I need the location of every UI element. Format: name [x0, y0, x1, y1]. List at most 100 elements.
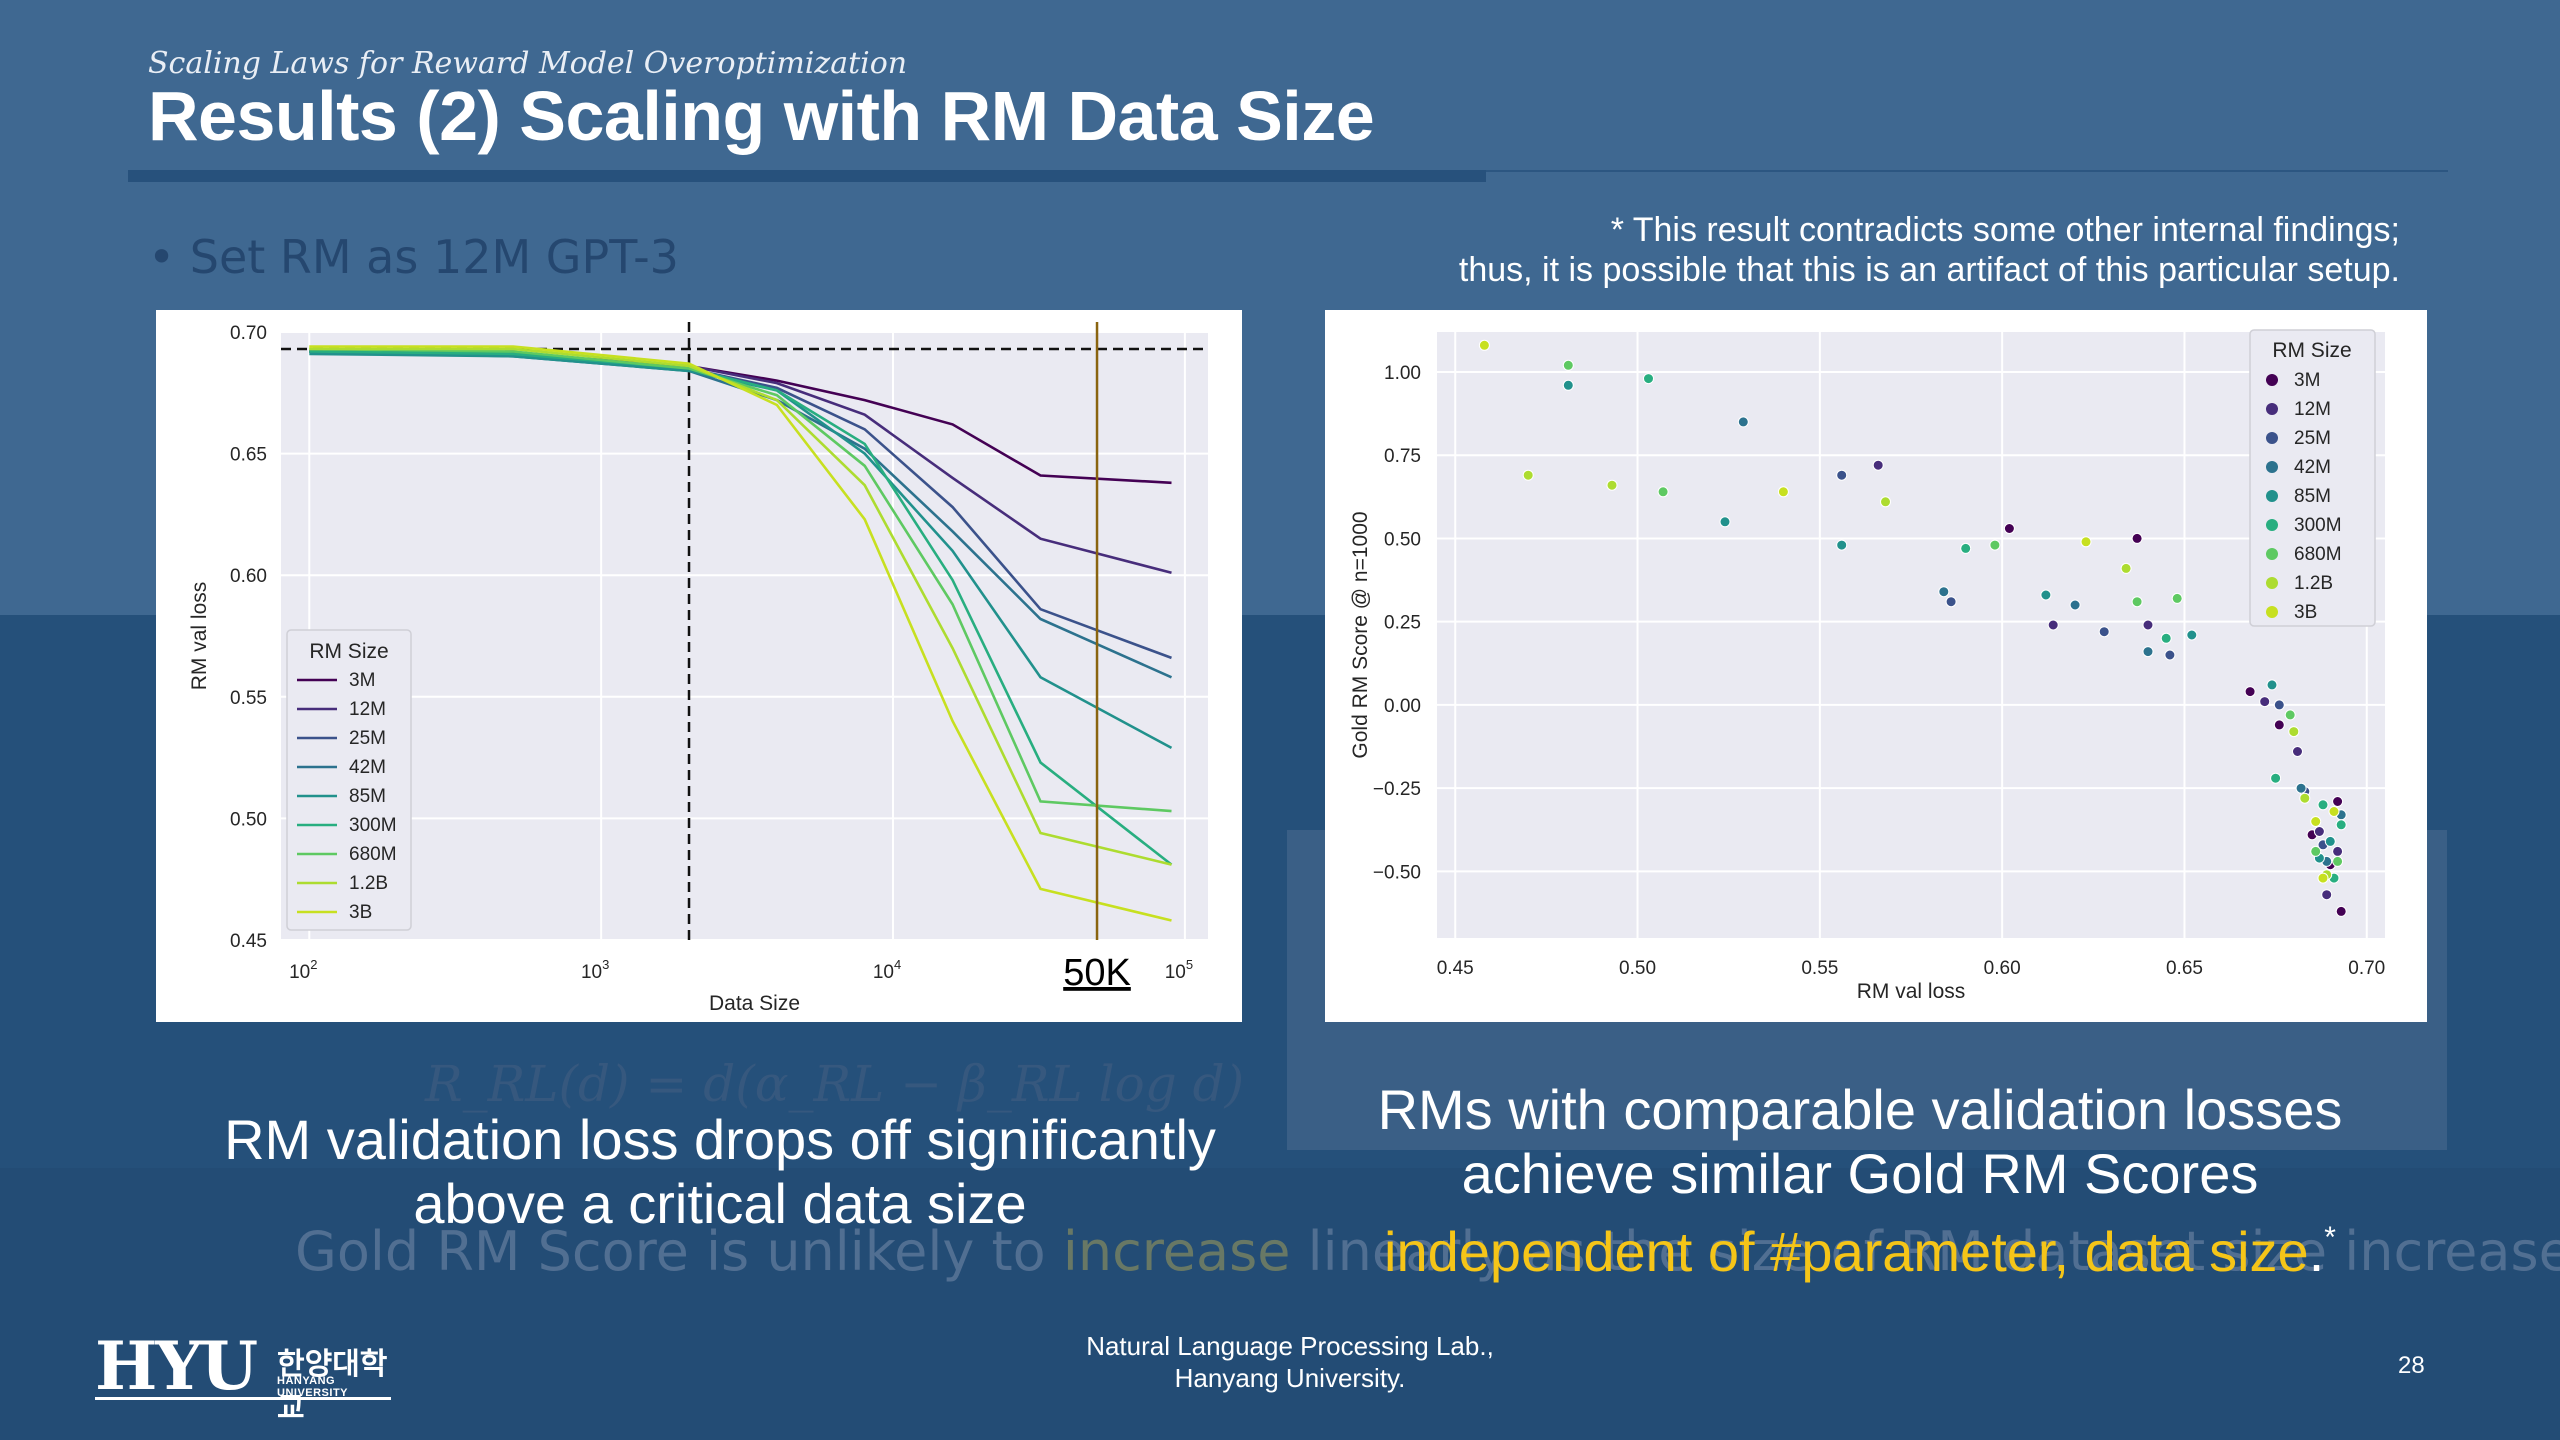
scatter-chart: −0.50 −0.25 0.00 0.25 0.50 0.75 1.00 0.45 0.50 0.… — [1349, 329, 2385, 1003]
caption-left-line-2: above a critical data size — [413, 1172, 1027, 1235]
scatter-point-85m — [2186, 629, 2198, 641]
y-tick-label: 1.00 — [1384, 363, 1421, 384]
title-rule-accent — [128, 170, 1486, 182]
y-tick-label: 0.25 — [1384, 613, 1421, 634]
x-tick-label: 0.65 — [2166, 958, 2203, 979]
scatter-point-3m — [2244, 686, 2256, 698]
scatter-point-300m — [2317, 799, 2329, 811]
line-chart-panel: 0.45 0.50 0.55 0.60 0.65 0.70 102 103 104 105 50K D… — [156, 310, 1242, 1022]
scatter-point-680m — [1657, 486, 1669, 498]
scatter-point-3b — [2310, 816, 2322, 827]
footnote-note: * This result contradicts some other int… — [1300, 210, 2400, 290]
scatter-point-680m — [1989, 539, 2001, 551]
page-number: 28 — [2398, 1352, 2425, 1379]
note-line-1: * This result contradicts some other int… — [1610, 211, 2400, 249]
scatter-point-12m — [1872, 459, 1884, 471]
legend-swatch — [2266, 606, 2278, 618]
legend-title: RM Size — [2272, 339, 2351, 362]
x-tick-label: 102 — [289, 957, 317, 983]
footer-lab: Natural Language Processing Lab., Hanyan… — [980, 1330, 1600, 1394]
line-chart: 0.45 0.50 0.55 0.60 0.65 0.70 102 103 104 105 50K D… — [188, 322, 1208, 1015]
scatter-point-680m — [2310, 845, 2322, 857]
legend-label: 300M — [349, 815, 397, 836]
legend-label: 1.2B — [349, 873, 388, 894]
legend-swatch — [2266, 519, 2278, 531]
marker-50k-label: 50K — [1063, 952, 1131, 994]
scatter-point-3m — [2131, 532, 2143, 544]
scatter-point-25m — [1945, 596, 1957, 608]
x-tick-label: 0.45 — [1437, 958, 1474, 979]
y-tick-label: 0.55 — [230, 688, 267, 709]
series-line-3b — [309, 345, 1172, 922]
legend-label: 1.2B — [2294, 573, 2333, 594]
note-line-2: thus, it is possible that this is an art… — [1458, 251, 2400, 289]
scatter-point-25m — [2273, 699, 2285, 711]
scatter-point-85m — [2266, 679, 2278, 691]
scatter-point-12m — [2142, 619, 2154, 631]
plot-area — [281, 332, 1208, 940]
scatter-point-85m — [1562, 379, 1574, 391]
scatter-point-300m — [1960, 542, 1972, 554]
legend-swatch — [2266, 490, 2278, 502]
scatter-point-1-2b — [2288, 726, 2300, 738]
ghost-line-increase: increase — [1062, 1220, 1291, 1283]
ghost-formula: R_RL(d) = d(α_RL − β_RL log d) — [425, 1055, 1245, 1113]
scatter-point-12m — [2047, 619, 2059, 631]
legend-label: 3B — [2294, 602, 2317, 623]
scatter-point-300m — [1643, 373, 1654, 385]
series-line-300m — [309, 350, 1173, 866]
scatter-point-1-2b — [1522, 469, 1534, 481]
scatter-point-12m — [2313, 826, 2325, 837]
scatter-point-1-2b — [2299, 792, 2311, 804]
scatter-point-1-2b — [1606, 479, 1618, 491]
legend-label: 85M — [349, 786, 386, 807]
x-tick-label: 105 — [1165, 957, 1193, 983]
legend-swatch — [2266, 548, 2278, 560]
x-tick-label: 0.60 — [1984, 958, 2021, 979]
caption-left-line-1: RM validation loss drops off significant… — [224, 1108, 1216, 1171]
legend-label: 12M — [2294, 399, 2331, 420]
caption-right: RMs with comparable validation losses ac… — [1300, 1078, 2420, 1284]
caption-right-line-1: RMs with comparable validation losses — [1377, 1078, 2343, 1141]
ghost-line-a: Gold RM Score is unlikely to — [295, 1220, 1063, 1283]
x-axis-label: RM val loss — [1857, 980, 1966, 1003]
logo-mark: HYU — [95, 1327, 258, 1405]
slide-title: Results (2) Scaling with RM Data Size — [148, 77, 1375, 155]
legend-swatch — [2266, 403, 2278, 415]
scatter-point-3m — [2273, 719, 2285, 731]
legend-label: 25M — [2294, 428, 2331, 449]
scatter-point-42m — [1938, 586, 1950, 598]
y-axis-label: Gold RM Score @ n=1000 — [1349, 511, 1372, 758]
scatter-point-1-2b — [2120, 562, 2132, 574]
scatter-point-85m — [1719, 516, 1731, 528]
ghost-line-b: linearly as the size of RM dataset size … — [1290, 1220, 2560, 1283]
y-tick-label: 0.75 — [1384, 446, 1421, 467]
scatter-point-12m — [2332, 845, 2344, 857]
scatter-point-680m — [2171, 592, 2183, 604]
scatter-point-3b — [2080, 536, 2092, 548]
scatter-point-85m — [2040, 589, 2052, 601]
series-line-85m — [309, 352, 1173, 750]
caption-tail: . — [2308, 1220, 2325, 1283]
hyu-logo: HYU 한양대학교 HANYANG UNIVERSITY — [95, 1327, 395, 1425]
scatter-point-680m — [2332, 855, 2344, 867]
logo-korean: 한양대학교 — [277, 1348, 388, 1425]
scatter-point-25m — [2098, 626, 2110, 638]
scatter-chart-panel: −0.50 −0.25 0.00 0.25 0.50 0.75 1.00 0.45 0.50 0.… — [1325, 310, 2427, 1022]
y-tick-label: 0.45 — [230, 931, 267, 952]
scatter-point-300m — [2270, 772, 2282, 784]
x-tick-label: 0.55 — [1801, 958, 1838, 979]
caption-star: * — [2324, 1221, 2336, 1254]
logo-english: HANYANG UNIVERSITY — [277, 1375, 349, 1399]
legend-swatch — [2266, 461, 2278, 473]
background-footer — [0, 1168, 2560, 1440]
legend-label: 3M — [349, 670, 375, 691]
caption-right-line-2: achieve similar Gold RM Scores — [1461, 1142, 2259, 1205]
legend-label: 42M — [349, 757, 386, 778]
scatter-point-42m — [2295, 782, 2307, 794]
scatter-point-680m — [2131, 596, 2143, 608]
scatter-point-85m — [2324, 835, 2336, 847]
series-line-1-2b — [309, 347, 1172, 866]
scatter-point-42m — [2069, 599, 2081, 611]
legend-swatch — [2266, 577, 2278, 589]
